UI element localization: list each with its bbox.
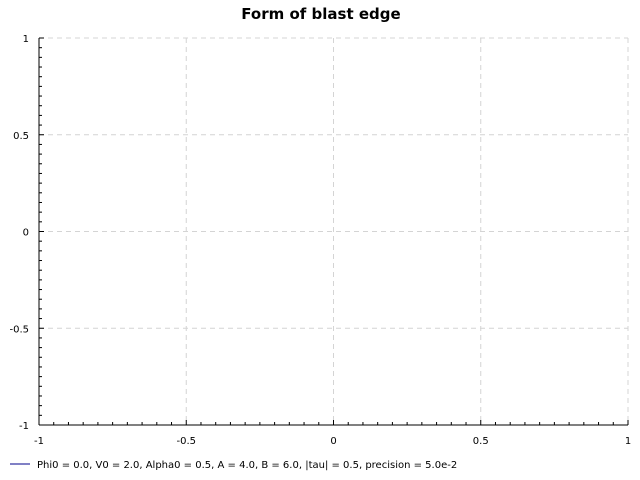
x-tick-label-4: 1 [625, 436, 631, 447]
legend: Phi0 = 0.0, V0 = 2.0, Alpha0 = 0.5, A = … [10, 460, 457, 471]
y-tick-label-4: 1 [23, 34, 29, 45]
y-tick-label-3: 0.5 [13, 131, 29, 142]
y-tick-label-0: -1 [19, 421, 29, 432]
grid-lines [39, 37, 629, 425]
x-tick-label-3: 0.5 [473, 436, 489, 447]
legend-label-0: Phi0 = 0.0, V0 = 2.0, Alpha0 = 0.5, A = … [37, 460, 457, 471]
ticks [38, 37, 629, 426]
x-tick-label-1: -0.5 [176, 436, 196, 447]
x-tick-label-2: 0 [330, 436, 336, 447]
y-tick-label-2: 0 [23, 228, 29, 239]
x-tick-label-0: -1 [34, 436, 44, 447]
y-tick-label-1: -0.5 [9, 324, 29, 335]
chart-title: Form of blast edge [241, 5, 400, 23]
tick-labels: -1 -0.5 0 0.5 1 -1 -0.5 0 0.5 1 [9, 34, 631, 447]
